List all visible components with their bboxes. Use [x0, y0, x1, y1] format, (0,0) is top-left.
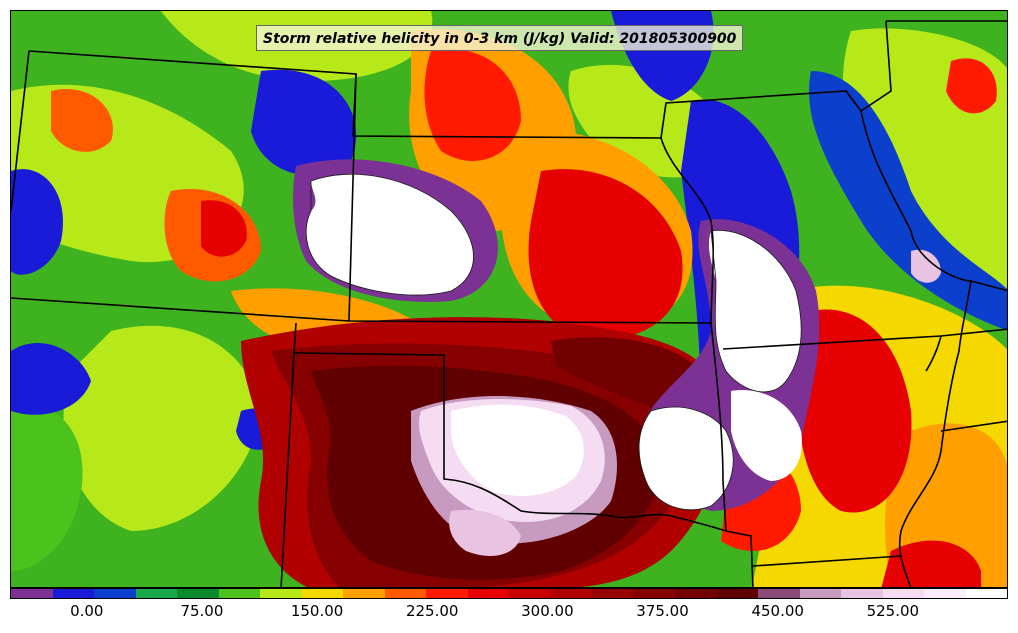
colorbar-swatch — [343, 589, 385, 598]
field-white-maxima — [306, 174, 941, 556]
colorbar-swatch — [592, 589, 634, 598]
colorbar-tick-label: 375.00 — [636, 602, 689, 620]
colorbar-swatch — [94, 589, 136, 598]
colorbar-swatch — [633, 589, 675, 598]
helicity-map — [11, 11, 1007, 587]
colorbar-tick-label: 450.00 — [751, 602, 804, 620]
colorbar-tick-label: 225.00 — [405, 602, 459, 620]
colorbar-tick-label: 525.00 — [866, 602, 920, 620]
contour-outlines — [305, 173, 802, 511]
colorbar-tick-label: 300.00 — [521, 602, 574, 620]
colorbar-swatch — [301, 589, 343, 598]
colorbar-swatch — [675, 589, 717, 598]
colorbar-swatch — [384, 589, 426, 598]
colorbar — [10, 588, 1008, 599]
colorbar-tick-label: 150.00 — [290, 602, 344, 620]
colorbar-labels: 0.00 75.00 150.00 225.00 300.00 375.00 450.00 5… — [10, 602, 1008, 624]
colorbar-tick-label: 75.00 — [180, 602, 224, 620]
colorbar-swatch — [467, 589, 509, 598]
colorbar-swatch — [758, 589, 800, 598]
state-boundaries — [11, 20, 1007, 587]
colorbar-swatch — [135, 589, 177, 598]
map-title: Storm relative helicity in 0-3 km (J/kg)… — [256, 25, 744, 51]
colorbar-swatch — [426, 589, 468, 598]
field-red-band — [201, 49, 997, 587]
colorbar-swatch — [965, 589, 1007, 598]
colorbar-swatch — [716, 589, 758, 598]
colorbar-swatch — [841, 589, 883, 598]
colorbar-swatch — [52, 589, 94, 598]
colorbar-swatch — [882, 589, 924, 598]
colorbar-swatch — [550, 589, 592, 598]
colorbar-swatch — [799, 589, 841, 598]
colorbar-swatch — [11, 589, 53, 598]
colorbar-swatch — [177, 589, 219, 598]
colorbar-swatch — [924, 589, 966, 598]
colorbar-swatch — [260, 589, 302, 598]
colorbar-swatch — [218, 589, 260, 598]
colorbar-swatch — [509, 589, 551, 598]
map-panel: Storm relative helicity in 0-3 km (J/kg)… — [10, 10, 1008, 588]
colorbar-tick-label: 0.00 — [70, 602, 104, 620]
